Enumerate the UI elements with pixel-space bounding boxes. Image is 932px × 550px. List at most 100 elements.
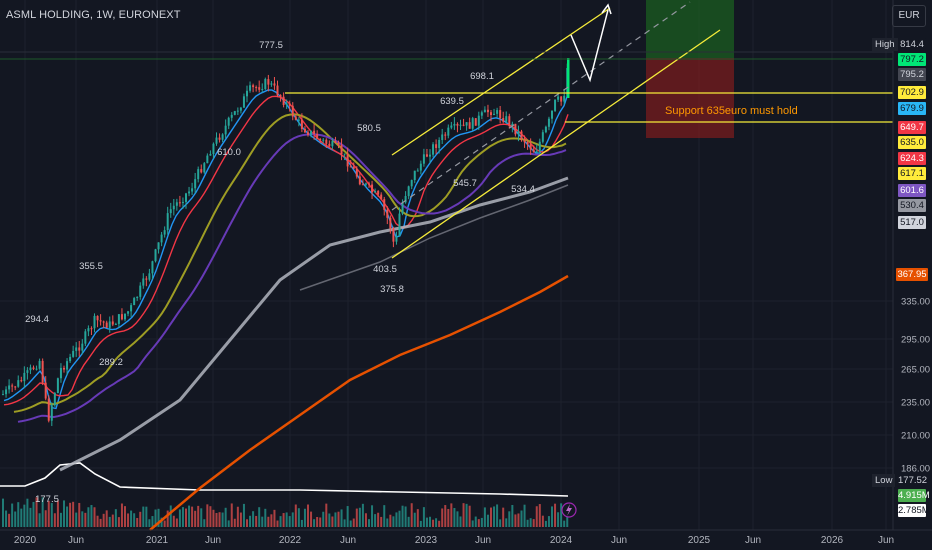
volume-bar bbox=[413, 512, 416, 527]
candle-body bbox=[502, 117, 505, 122]
candle-body bbox=[313, 130, 316, 135]
volume-bar bbox=[322, 511, 325, 527]
price-tag: 624.3 bbox=[898, 152, 926, 165]
volume-bar bbox=[117, 517, 120, 527]
x-tick-label: Jun bbox=[475, 535, 491, 546]
volume-bar bbox=[120, 503, 123, 527]
volume-bar bbox=[181, 507, 184, 527]
volume-bar bbox=[133, 513, 136, 527]
volume-bar bbox=[410, 503, 413, 527]
candle-body bbox=[526, 142, 529, 145]
volume-bar bbox=[352, 518, 355, 527]
candle-body bbox=[261, 89, 264, 91]
volume-bar bbox=[377, 512, 380, 527]
volume-bar bbox=[163, 520, 166, 527]
candle-body bbox=[307, 132, 309, 135]
x-tick-label: Jun bbox=[745, 535, 761, 546]
candle-body bbox=[496, 110, 499, 114]
ma-olive-line bbox=[13, 113, 567, 413]
volume-bar bbox=[78, 502, 81, 527]
candle-body bbox=[319, 139, 322, 141]
candle-body bbox=[517, 131, 520, 135]
volume-bar bbox=[343, 519, 346, 527]
candle-body bbox=[90, 328, 93, 330]
candle-body bbox=[255, 87, 258, 89]
volume-bar bbox=[127, 513, 130, 527]
volume-bar bbox=[252, 511, 255, 527]
candle-body bbox=[316, 134, 319, 140]
grid-lines bbox=[0, 0, 893, 530]
price-tag: 530.4 bbox=[898, 199, 926, 212]
volume-bar bbox=[505, 518, 508, 527]
candle-body bbox=[56, 378, 59, 393]
x-tick-label: 2026 bbox=[821, 535, 844, 546]
volume-bar bbox=[419, 520, 422, 527]
candle-body bbox=[230, 114, 233, 118]
volume-bar bbox=[551, 506, 553, 527]
candle-body bbox=[188, 191, 191, 194]
candle-body bbox=[148, 273, 151, 280]
volume-bar bbox=[72, 501, 75, 527]
candle-body bbox=[84, 331, 87, 344]
lightning-icon[interactable] bbox=[561, 502, 577, 518]
candle-body bbox=[175, 202, 178, 206]
volume-bar bbox=[236, 506, 239, 527]
price-tag: 517.0 bbox=[898, 216, 926, 229]
volume-bar bbox=[47, 500, 50, 527]
candle-body bbox=[5, 389, 8, 395]
candle-body bbox=[386, 209, 389, 218]
volume-bar bbox=[246, 519, 248, 527]
volume-bar bbox=[242, 503, 245, 527]
price-tag: 4.915M bbox=[898, 489, 930, 502]
volume-bar bbox=[111, 514, 114, 527]
volume-bar bbox=[206, 504, 209, 527]
ma-gray-line bbox=[59, 176, 569, 472]
y-tick-label: 265.00 bbox=[901, 365, 930, 376]
candle-body bbox=[23, 372, 26, 382]
volume-bar bbox=[468, 505, 471, 527]
candle-body bbox=[563, 95, 566, 102]
candle-body bbox=[392, 228, 395, 242]
volume-bar bbox=[325, 503, 328, 527]
volume-bar bbox=[346, 506, 349, 527]
y-tick-label: 210.00 bbox=[901, 431, 930, 442]
volume-ma-line bbox=[0, 462, 569, 497]
candle-body bbox=[145, 278, 148, 280]
volume-bar bbox=[84, 512, 87, 527]
candle-body bbox=[252, 85, 255, 88]
volume-bar bbox=[41, 497, 44, 527]
candle-body bbox=[264, 79, 267, 90]
candle-body bbox=[169, 209, 172, 214]
candle-body bbox=[547, 118, 550, 127]
volume-bar bbox=[29, 507, 32, 527]
candle-body bbox=[450, 125, 453, 128]
volume-bar bbox=[273, 509, 276, 527]
volume-bar bbox=[230, 503, 233, 527]
point-label: 177.5 bbox=[35, 494, 59, 505]
candlesticks bbox=[2, 58, 570, 427]
currency-button[interactable]: EUR bbox=[892, 5, 926, 27]
volume-bar bbox=[480, 517, 483, 527]
volume-bar bbox=[166, 510, 169, 527]
price-tag: 679.9 bbox=[898, 102, 926, 115]
price-tag: 797.2 bbox=[898, 53, 926, 66]
volume-bar bbox=[26, 498, 29, 527]
candle-body bbox=[108, 321, 111, 328]
point-labels: Support 635euro must hold 777.5 698.1 639.5… bbox=[25, 40, 798, 505]
candle-body bbox=[63, 367, 65, 370]
volume-bar bbox=[261, 516, 264, 527]
candle-body bbox=[398, 213, 401, 236]
candle-body bbox=[26, 370, 29, 373]
volume-bar bbox=[93, 507, 96, 527]
volume-bar bbox=[511, 504, 514, 527]
candle-body bbox=[334, 141, 337, 143]
volume-bar bbox=[160, 517, 163, 527]
point-label: 639.5 bbox=[440, 96, 464, 107]
volume-bar bbox=[291, 512, 294, 527]
volume-bar bbox=[364, 513, 367, 527]
volume-bar bbox=[212, 509, 215, 527]
candle-body bbox=[47, 398, 50, 421]
x-tick-label: Jun bbox=[205, 535, 221, 546]
volume-bar bbox=[477, 519, 480, 527]
